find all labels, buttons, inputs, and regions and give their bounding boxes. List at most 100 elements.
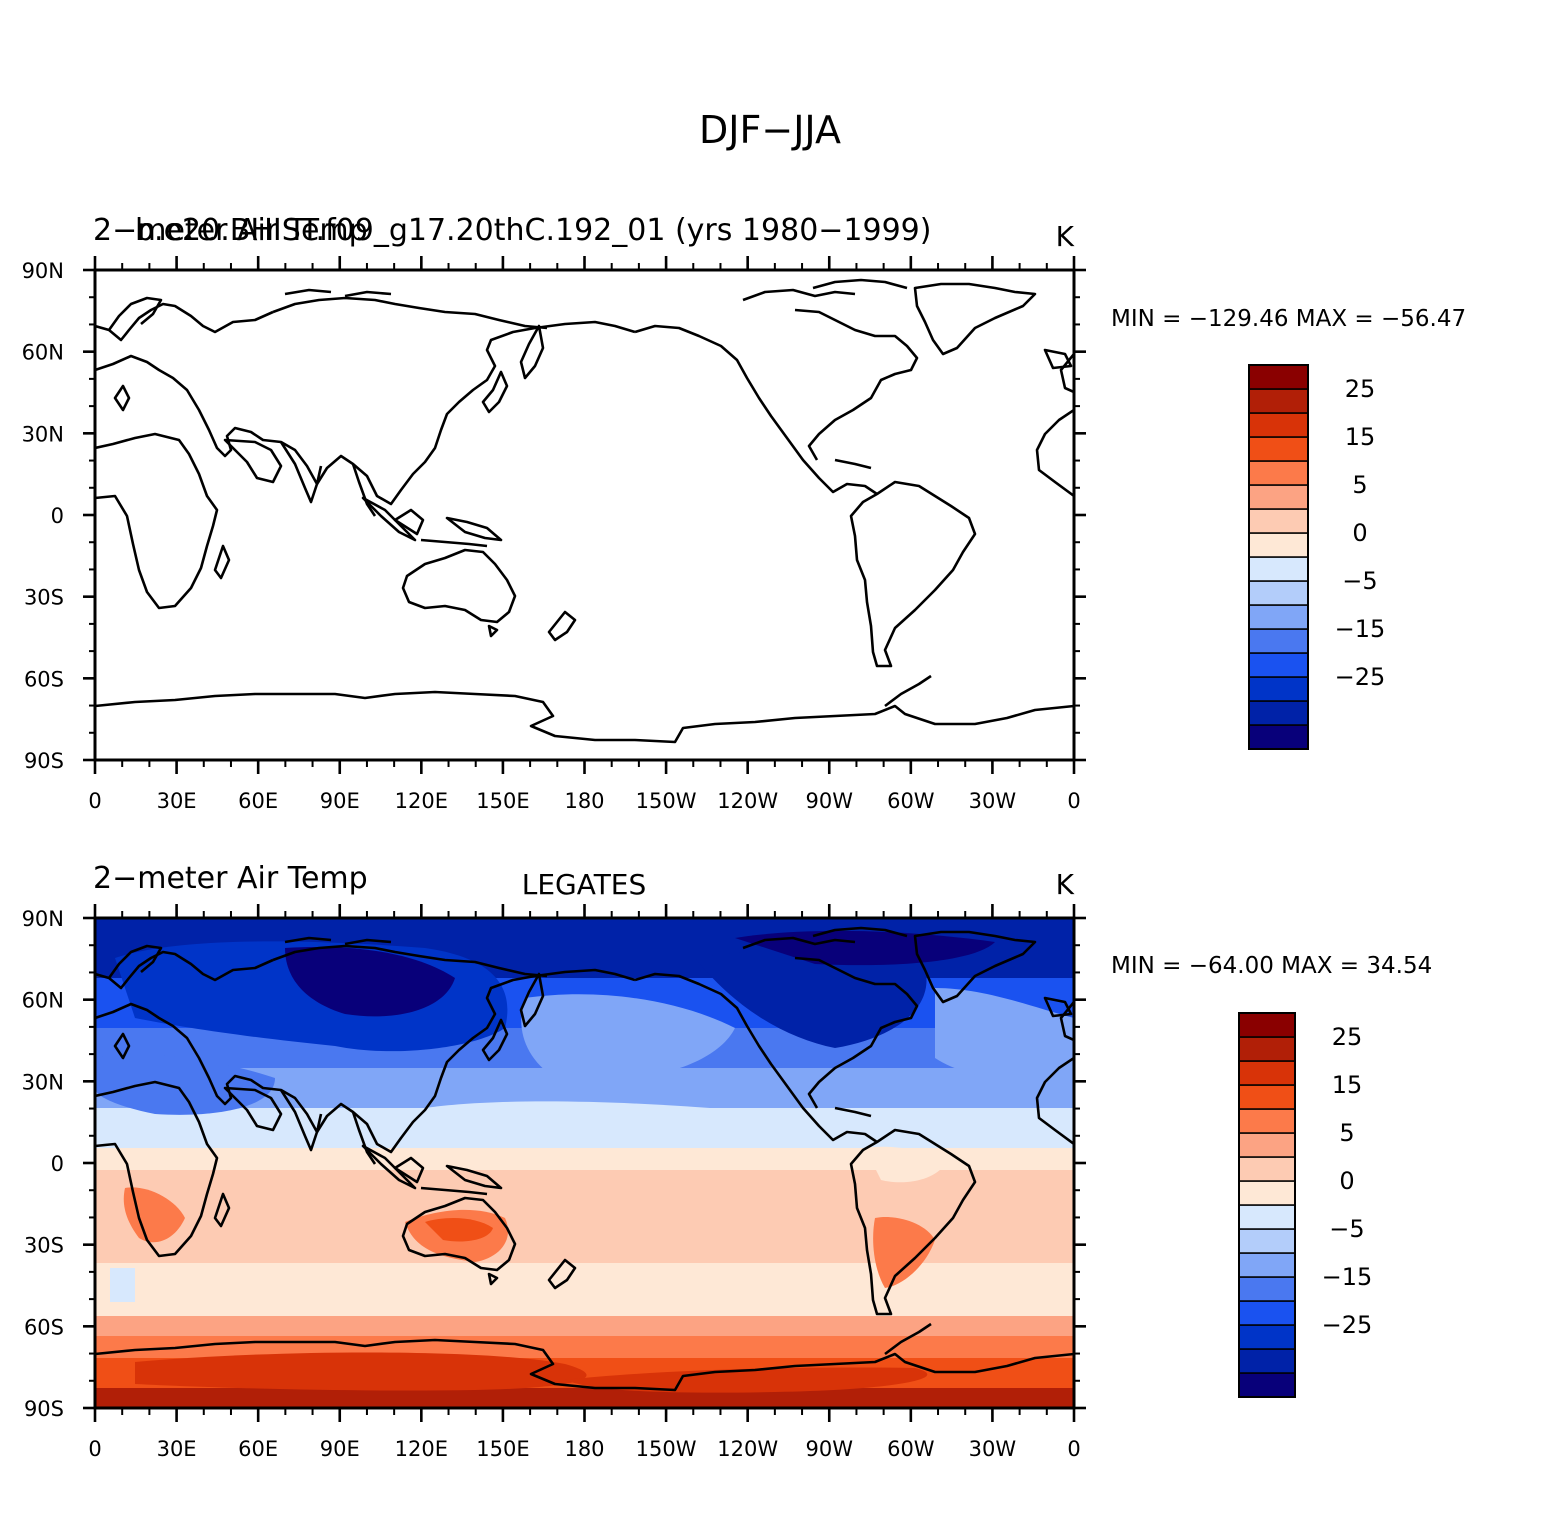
colorbar-swatch <box>1238 1180 1296 1206</box>
lat-label: 60N <box>22 989 64 1013</box>
center-title: LEGATES <box>522 868 647 901</box>
lon-label: 90E <box>320 1437 360 1461</box>
colorbar-swatch <box>1248 532 1309 558</box>
colorbar-swatch <box>1248 724 1309 750</box>
lon-label: 60E <box>238 1437 278 1461</box>
panel-observations: 2−meter Air Temp LEGATES K 90N 60N 30N 0 30S… <box>22 861 1433 1461</box>
lon-label: 60W <box>887 789 935 813</box>
colorbar-label: 25 <box>1345 375 1376 403</box>
region-north-pacific <box>521 994 735 1081</box>
colorbar-swatch <box>1248 556 1309 582</box>
region-east-antarctica <box>135 1352 587 1391</box>
axes: 90N 60N 30N 0 30S 60S 90S 0 30E 60E 90E 120E 150E 180… <box>22 256 1086 813</box>
colorbar-swatch <box>1248 580 1309 606</box>
lon-label: 120W <box>717 789 778 813</box>
colorbar-swatch <box>1238 1348 1296 1374</box>
colorbar: 25 15 5 0 −5 −15 −25 <box>1248 364 1386 750</box>
lat-label: 30N <box>22 1070 64 1094</box>
band-south-ocean <box>95 1263 1074 1316</box>
lon-label: 0 <box>1067 789 1080 813</box>
band-south-pole <box>95 1388 1074 1408</box>
colorbar-swatch <box>1238 1324 1296 1350</box>
colorbar-label: 5 <box>1339 1119 1354 1147</box>
colorbar-label: −25 <box>1322 1311 1373 1339</box>
min-max-label: MIN = −129.46 MAX = −56.47 <box>1111 306 1466 332</box>
lon-label: 180 <box>564 1437 604 1461</box>
region-amazon <box>865 1146 945 1183</box>
colorbar-frame <box>1238 1012 1296 1398</box>
colorbar-swatch <box>1248 484 1309 510</box>
min-max-label: MIN = −64.00 MAX = 34.54 <box>1111 953 1432 979</box>
lat-label: 0 <box>51 1152 64 1176</box>
region-south-atlantic-spot <box>110 1268 135 1302</box>
filled-contours <box>95 918 1074 1408</box>
lon-label: 0 <box>1067 1437 1080 1461</box>
region-south-america <box>873 1216 935 1288</box>
region-tropical-pacific <box>425 1101 739 1144</box>
region-southern-africa <box>123 1187 185 1243</box>
panel-model: 2−meter Air Temp b.e20.BHIST.f09_g17.20t… <box>22 213 1467 813</box>
left-title-variable: 2−meter Air Temp <box>93 861 368 896</box>
lat-label: 60S <box>24 1315 64 1339</box>
colorbar-swatch <box>1248 364 1309 390</box>
lon-label: 90W <box>806 1437 854 1461</box>
colorbar-swatch <box>1248 508 1309 534</box>
colorbar-swatch <box>1248 700 1309 726</box>
colorbar-swatch <box>1238 1204 1296 1230</box>
lon-label: 60W <box>887 1437 935 1461</box>
map-area <box>95 270 1074 760</box>
colorbar-label: −25 <box>1335 663 1386 691</box>
region-central-australia <box>425 1218 493 1242</box>
units-label: K <box>1056 868 1075 901</box>
colorbar-swatch <box>1238 1372 1296 1398</box>
lon-label: 0 <box>88 789 101 813</box>
colorbar-label: −15 <box>1322 1263 1373 1291</box>
region-siberia <box>285 947 455 1017</box>
lon-label: 150E <box>476 1437 529 1461</box>
colorbar: 25 15 5 0 −5 −15 −25 <box>1238 1012 1373 1398</box>
lat-label: 60N <box>22 341 64 365</box>
left-title-variable: 2−meter Air Temp <box>93 213 368 248</box>
lat-label: 30N <box>22 422 64 446</box>
colorbar-swatch <box>1248 460 1309 486</box>
lat-label: 90N <box>22 907 64 931</box>
colorbar-swatch <box>1238 1132 1296 1158</box>
lon-label: 90W <box>806 789 854 813</box>
lat-label: 30S <box>24 586 64 610</box>
units-label: K <box>1056 220 1075 253</box>
colorbar-swatch <box>1238 1300 1296 1326</box>
colorbar-swatch <box>1238 1156 1296 1182</box>
lon-label: 30E <box>157 789 197 813</box>
colorbar-swatch <box>1238 1276 1296 1302</box>
colorbar-label: 15 <box>1345 423 1376 451</box>
colorbar-swatch <box>1248 676 1309 702</box>
colorbar-label: 0 <box>1339 1167 1354 1195</box>
colorbar-swatch <box>1248 652 1309 678</box>
lon-label: 150E <box>476 789 529 813</box>
colorbar-swatch <box>1238 1012 1296 1038</box>
colorbar-swatch <box>1248 388 1309 414</box>
lon-label: 120W <box>717 1437 778 1461</box>
colorbar-swatch <box>1248 628 1309 654</box>
band-southern-ocean <box>95 1316 1074 1336</box>
lat-label: 90N <box>22 259 64 283</box>
lat-label: 90S <box>24 749 64 773</box>
colorbar-swatch <box>1248 436 1309 462</box>
lon-label: 60E <box>238 789 278 813</box>
colorbar-swatch <box>1238 1108 1296 1134</box>
lon-label: 180 <box>564 789 604 813</box>
lon-label: 90E <box>320 789 360 813</box>
colorbar-label: −15 <box>1335 615 1386 643</box>
band-equator <box>95 1148 1074 1170</box>
lon-label: 120E <box>395 1437 448 1461</box>
region-west-antarctica <box>565 1367 928 1393</box>
axes: 90N 60N 30N 0 30S 60S 90S 0 30E 60E 90E 120E 150E 180… <box>22 904 1086 1461</box>
lon-label: 120E <box>395 789 448 813</box>
colorbar-swatch <box>1248 604 1309 630</box>
colorbar-swatch <box>1238 1060 1296 1086</box>
colorbar-label: 5 <box>1352 471 1367 499</box>
region-north-america <box>695 950 927 1048</box>
lat-label: 30S <box>24 1234 64 1258</box>
left-title-case: b.e20.BHIST.f09_g17.20thC.192_01 (yrs 19… <box>135 213 931 248</box>
